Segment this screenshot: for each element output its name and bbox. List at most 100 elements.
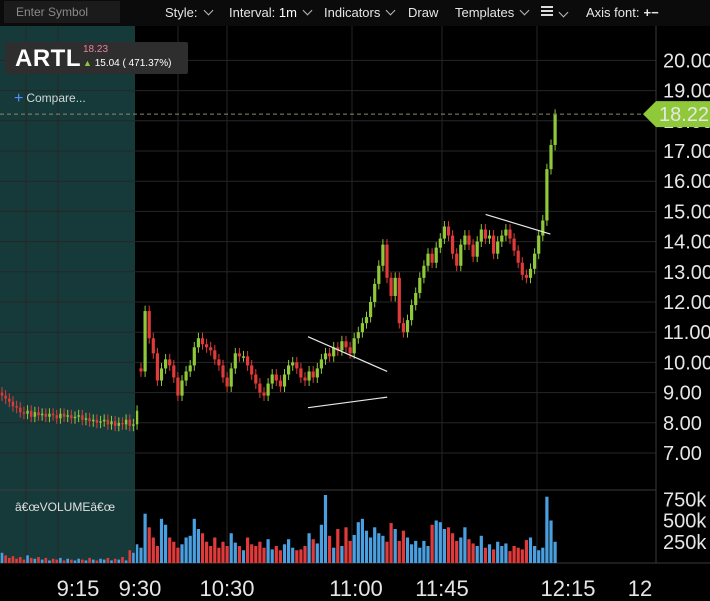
premarket-candle [8, 398, 11, 402]
volume-bar [99, 558, 102, 563]
session-candle [442, 226, 446, 239]
current-price-tag-text: 18.22 [659, 104, 709, 126]
session-candle [274, 374, 278, 381]
chevron-down-icon [203, 5, 213, 16]
axis-font-decrease-button[interactable]: − [651, 5, 659, 20]
chart-menu-button[interactable] [541, 5, 569, 22]
volume-bar [155, 546, 159, 563]
price-tick-label: 15.00 [663, 201, 710, 223]
volume-bar [278, 550, 282, 563]
volume-bar [132, 552, 135, 563]
volume-bar [520, 549, 524, 563]
session-candle [496, 241, 500, 254]
volume-bar [315, 543, 319, 563]
price-tick-label: 11.00 [663, 322, 710, 344]
premarket-candle [0, 392, 4, 396]
volume-bar [516, 547, 520, 563]
axis-font-increase-button[interactable]: + [643, 5, 652, 20]
volume-bar [172, 541, 176, 563]
price-tick-label: 14.00 [663, 232, 710, 254]
volume-bar [364, 530, 369, 563]
session-candle [323, 353, 328, 360]
volume-bar [295, 550, 299, 563]
session-candle [352, 338, 356, 354]
volume-bar [151, 537, 155, 563]
volume-bar [192, 518, 196, 563]
volume-bar [66, 558, 69, 563]
session-candle [246, 356, 250, 366]
price-tick-label: 7.00 [663, 443, 702, 465]
premarket-candle [103, 419, 106, 422]
style-menu[interactable]: Style: [165, 5, 213, 20]
price-chart[interactable]: 20.0019.0018.0017.0016.0015.0014.0013.00… [0, 26, 710, 601]
premarket-candle [110, 421, 113, 425]
session-candle [139, 368, 143, 372]
premarket-candle [84, 418, 88, 420]
volume-bar [77, 558, 80, 563]
session-candle [291, 362, 295, 366]
premarket-candle [59, 413, 62, 419]
session-candle [360, 323, 364, 333]
premarket-candle [48, 413, 51, 417]
symbol-input[interactable] [4, 1, 120, 23]
volume-bar [4, 555, 7, 563]
interval-menu[interactable]: Interval: 1m [229, 5, 313, 20]
session-candle [385, 244, 389, 278]
session-candle [217, 359, 221, 366]
volume-bar [475, 546, 479, 563]
compare-button[interactable]: + Compare... [14, 89, 86, 107]
draw-menu[interactable]: Draw [408, 5, 438, 20]
volume-bar [303, 546, 307, 563]
volume-bar [128, 550, 132, 563]
volume-bar [246, 537, 250, 563]
indicators-menu[interactable]: Indicators [324, 5, 396, 20]
session-candle [176, 377, 180, 396]
volume-bar [176, 547, 180, 563]
session-candle [229, 368, 233, 387]
volume-bar [8, 557, 11, 563]
volume-bar [73, 560, 77, 563]
volume-bar [332, 547, 336, 563]
volume-bar [274, 546, 278, 563]
price-change-text: 15.04 ( 471.37%) [94, 58, 172, 69]
premarket-candle [88, 418, 91, 422]
candlesticks [0, 109, 557, 432]
volume-bar [504, 543, 508, 563]
volume-bar [209, 546, 213, 563]
premarket-candle [81, 415, 84, 420]
session-candle [512, 238, 516, 251]
volume-bar [299, 549, 303, 563]
session-candle [241, 356, 246, 358]
volume-bar [15, 558, 18, 563]
session-candle [393, 277, 397, 296]
volume-bar [225, 546, 229, 563]
volume-bar [348, 540, 352, 563]
volume-bar [250, 544, 254, 563]
trendlines[interactable] [307, 213, 551, 409]
volume-bar [217, 547, 221, 563]
session-candle [196, 338, 200, 348]
volume-bar [512, 546, 516, 563]
premarket-candle [40, 413, 44, 416]
volume-bar [430, 524, 434, 563]
volume-bar [492, 549, 496, 563]
volume-bar [266, 539, 270, 563]
session-candle [418, 277, 422, 293]
session-candle [209, 347, 213, 351]
premarket-candle [62, 413, 66, 417]
volume-bar [344, 527, 348, 563]
volume-bar [81, 559, 84, 563]
premarket-candle [124, 419, 128, 425]
volume-bar [381, 535, 385, 563]
session-candle [332, 347, 336, 357]
trendline [307, 336, 388, 373]
session-candle [369, 302, 373, 318]
price-axis: 20.0019.0018.0017.0016.0015.0014.0013.00… [663, 50, 710, 465]
templates-menu[interactable]: Templates [455, 5, 530, 20]
volume-bar [95, 560, 99, 563]
compare-label: Compare... [26, 91, 86, 105]
session-candle [295, 362, 299, 369]
volume-bar [528, 537, 533, 563]
session-candle [451, 235, 455, 254]
